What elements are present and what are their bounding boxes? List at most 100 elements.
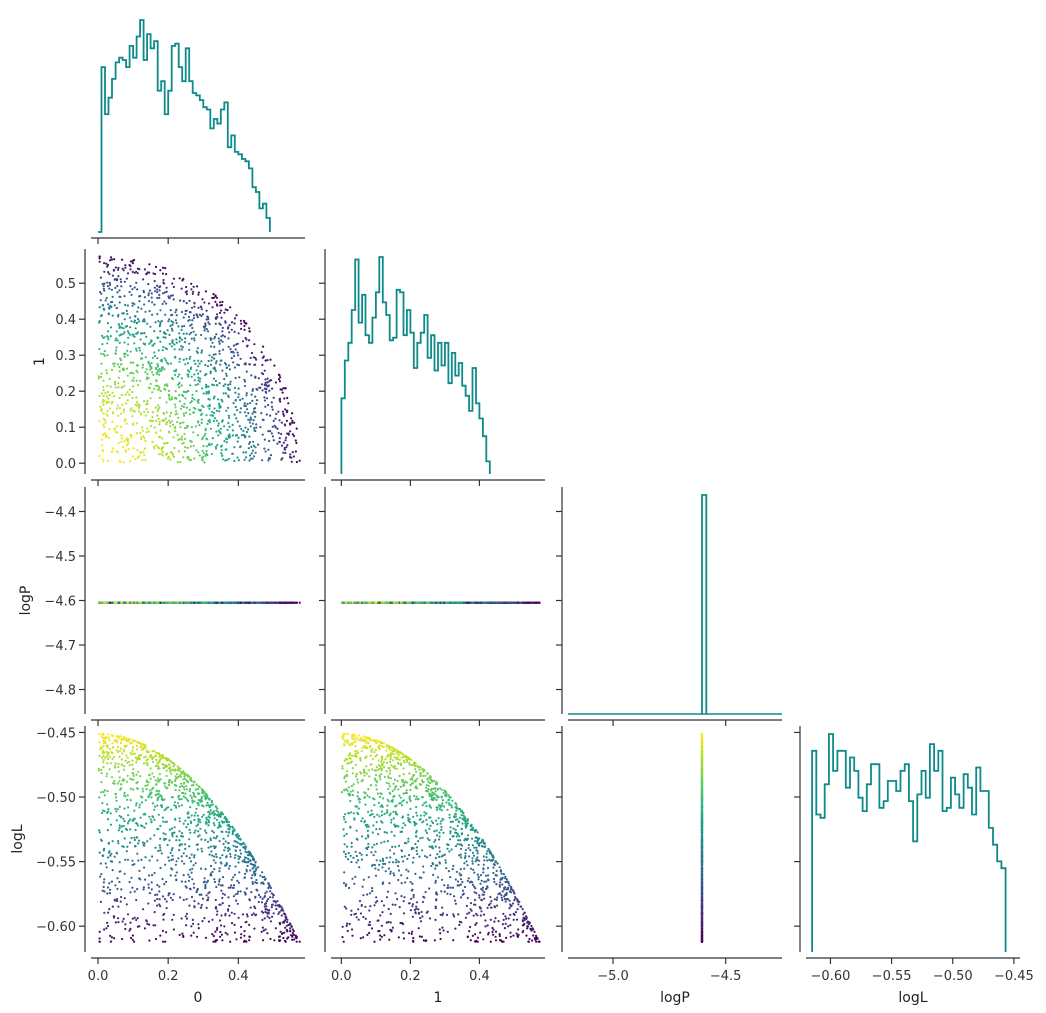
scatter-point [133, 940, 136, 943]
scatter-point [138, 268, 141, 271]
scatter-point [192, 444, 195, 447]
scatter-point [298, 459, 301, 462]
scatter-point [160, 358, 163, 361]
scatter-point [180, 437, 183, 440]
scatter-point [156, 291, 159, 294]
scatter-point [214, 362, 218, 365]
scatter-point [111, 601, 114, 604]
scatter-point [107, 336, 110, 339]
scatter-point [187, 457, 190, 460]
scatter-point [211, 854, 214, 857]
scatter-point [120, 322, 124, 325]
scatter-point [110, 368, 114, 371]
scatter-point [133, 836, 136, 839]
scatter-point [99, 299, 102, 302]
scatter-point [102, 287, 105, 290]
scatter-point [237, 332, 240, 335]
scatter-point [125, 309, 128, 312]
scatter-point [234, 405, 237, 409]
scatter-point [208, 418, 211, 422]
scatter-point [200, 349, 204, 352]
scatter-point [189, 331, 193, 334]
scatter-point [126, 774, 129, 777]
scatter-point [184, 437, 187, 441]
scatter-point [261, 433, 264, 436]
scatter-point [148, 939, 151, 942]
scatter-point [107, 313, 110, 316]
scatter-point [271, 408, 274, 411]
scatter-point [205, 390, 208, 394]
scatter-point [99, 875, 102, 878]
scatter-point [249, 402, 252, 405]
scatter-point [171, 918, 174, 921]
scatter-point [264, 405, 267, 408]
scatter-point [151, 371, 154, 374]
scatter-point [103, 794, 106, 797]
scatter-point [164, 313, 167, 316]
scatter-point [203, 461, 206, 464]
scatter-point [212, 293, 215, 296]
scatter-point [175, 397, 178, 400]
scatter-point [150, 888, 153, 891]
scatter-point [236, 409, 239, 412]
scatter-point [151, 601, 154, 604]
scatter-point [171, 282, 174, 285]
scatter-point [117, 441, 120, 445]
scatter-point [173, 373, 177, 376]
scatter-point [209, 337, 212, 340]
scatter-point [248, 339, 251, 342]
scatter-point [224, 392, 227, 395]
scatter-point [182, 332, 185, 335]
scatter-point [247, 857, 250, 861]
scatter-point [102, 389, 105, 392]
scatter-point [243, 378, 246, 381]
scatter-point [109, 888, 112, 891]
scatter-point [183, 325, 186, 328]
scatter-point [130, 320, 133, 323]
scatter-point [123, 318, 126, 321]
scatter-point [204, 374, 207, 377]
scatter-point [141, 320, 144, 323]
scatter-point [131, 288, 134, 291]
scatter-point [113, 278, 116, 281]
scatter-point [189, 384, 192, 387]
scatter-point [100, 362, 103, 365]
scatter-point [269, 430, 272, 433]
scatter-point [115, 330, 118, 333]
scatter-point [291, 451, 294, 454]
scatter-point [237, 436, 240, 439]
scatter-point [502, 601, 505, 604]
scatter-point [201, 387, 204, 390]
scatter-point [118, 341, 121, 344]
scatter-point [118, 334, 121, 337]
scatter-point [189, 367, 192, 371]
scatter-point [227, 406, 230, 409]
scatter-point [254, 376, 257, 379]
scatter-1-vs-0 [97, 255, 301, 464]
scatter-point [155, 379, 158, 382]
scatter-point [208, 323, 211, 326]
scatter-point [154, 431, 158, 434]
scatter-point [129, 434, 132, 437]
scatter-point [170, 411, 173, 414]
scatter-point [206, 365, 210, 368]
scatter-point [113, 258, 116, 261]
scatter-point [169, 425, 172, 428]
scatter-point [250, 351, 254, 355]
scatter-point [153, 601, 156, 604]
scatter-point [120, 888, 123, 891]
scatter-point [137, 306, 140, 309]
scatter-point [140, 436, 143, 439]
scatter-point [227, 434, 230, 438]
scatter-point [291, 433, 294, 436]
scatter-point [125, 402, 128, 405]
scatter-point [160, 453, 163, 456]
scatter-point [165, 421, 169, 424]
scatter-point [280, 388, 283, 391]
scatter-point [124, 264, 127, 267]
scatter-point [151, 440, 154, 443]
scatter-point [217, 422, 220, 425]
scatter-point [286, 409, 289, 412]
y-tick-label: −4.7 [44, 639, 76, 654]
scatter-point [165, 302, 168, 305]
